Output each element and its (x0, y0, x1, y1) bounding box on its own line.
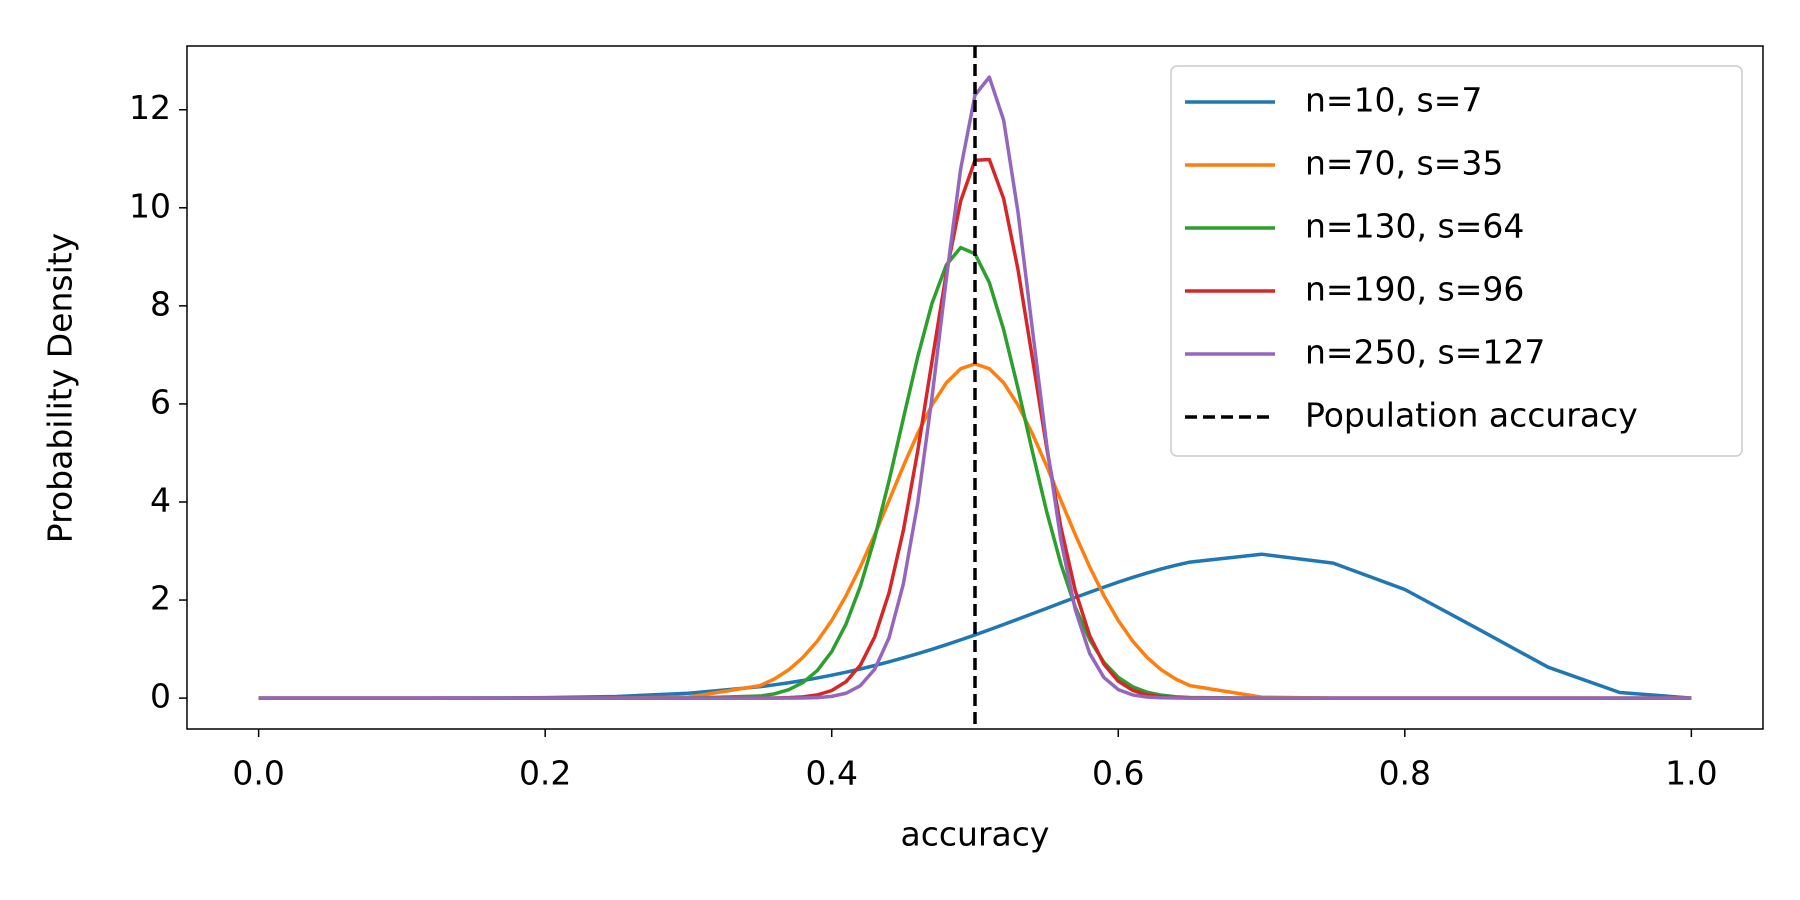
plot-frame (186, 45, 1764, 730)
legend-box (1170, 65, 1743, 457)
x-tick-label: 1.0 (1665, 754, 1717, 793)
x-tick-label: 0.4 (805, 754, 857, 793)
legend-label: n=130, s=64 (1305, 207, 1524, 246)
y-tick-label: 8 (150, 284, 171, 323)
y-tick-label: 10 (129, 186, 171, 225)
y-tick-label: 0 (150, 677, 171, 716)
plot-area (258, 46, 1692, 729)
legend-label: n=10, s=7 (1305, 81, 1482, 120)
x-tick-label: 0.6 (1092, 754, 1144, 793)
y-tick-label: 4 (150, 480, 171, 519)
legend-label: n=70, s=35 (1305, 144, 1503, 183)
y-axis-label: Probability Density (41, 233, 80, 543)
x-tick-label: 0.0 (232, 754, 284, 793)
legend-label: Population accuracy (1305, 396, 1638, 435)
y-tick-label: 2 (150, 579, 171, 618)
legend-label: n=190, s=96 (1305, 270, 1524, 309)
y-tick-label: 12 (129, 88, 171, 127)
x-axis-label: accuracy (901, 815, 1050, 854)
x-tick-label: 0.2 (519, 754, 571, 793)
series-line (258, 552, 1692, 700)
series-line (258, 75, 1692, 700)
legend-label: n=250, s=127 (1305, 333, 1545, 372)
y-tick-label: 6 (150, 382, 171, 421)
x-tick-label: 0.8 (1379, 754, 1431, 793)
